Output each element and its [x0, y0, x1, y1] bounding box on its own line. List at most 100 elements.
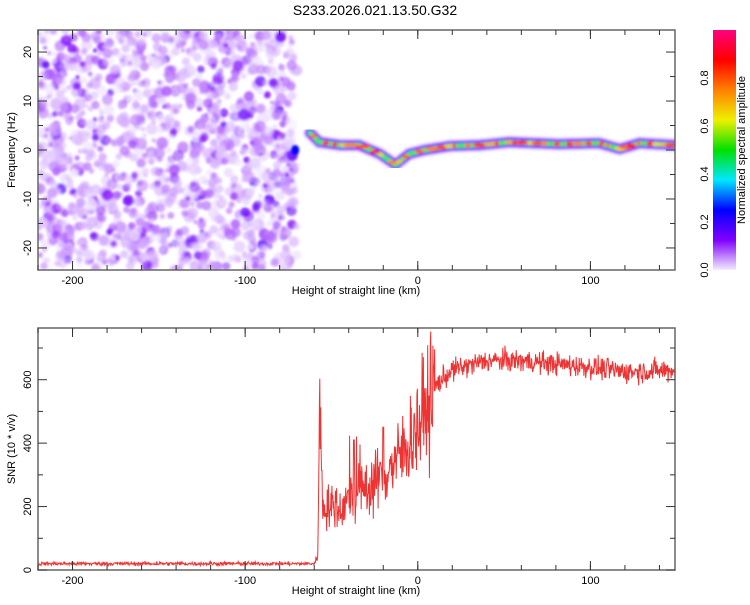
noise-blob: [102, 121, 111, 130]
noise-blob: [57, 111, 64, 117]
noise-blob: [286, 119, 298, 131]
noise-blob: [142, 167, 150, 175]
noise-blob: [269, 150, 278, 159]
noise-blob: [80, 119, 86, 126]
noise-blob: [230, 73, 240, 83]
noise-blob: [192, 52, 202, 62]
noise-blob: [279, 156, 285, 161]
noise-blob: [113, 210, 122, 219]
noise-blob: [288, 35, 294, 41]
noise-blob: [38, 132, 43, 138]
noise-blob: [207, 264, 212, 269]
noise-blob: [287, 262, 293, 269]
noise-blob: [230, 149, 237, 157]
noise-blob: [168, 164, 180, 176]
noise-blob: [287, 41, 294, 48]
noise-blob: [255, 210, 266, 221]
noise-blob: [254, 143, 263, 152]
noise-blob: [209, 225, 218, 234]
noise-blob: [121, 44, 130, 53]
noise-blob: [111, 168, 116, 172]
noise-blob: [66, 85, 71, 90]
noise-blob: [286, 128, 295, 137]
noise-blob: [116, 114, 128, 126]
y-tick-label: 0: [22, 147, 34, 153]
noise-blob: [273, 100, 280, 108]
noise-blob: [98, 152, 107, 162]
noise-blob: [51, 111, 58, 118]
noise-blob: [273, 161, 282, 170]
noise-blob: [262, 80, 269, 87]
noise-blob: [142, 32, 147, 37]
noise-blob: [48, 150, 57, 159]
noise-blob: [134, 30, 141, 38]
noise-blob: [59, 103, 69, 113]
noise-blob: [67, 203, 79, 215]
noise-blob: [287, 91, 297, 101]
noise-blob: [55, 202, 62, 210]
noise-blob: [156, 137, 169, 149]
noise-blob: [218, 198, 228, 207]
noise-blob: [164, 116, 171, 123]
noise-blob: [215, 214, 224, 222]
ridge-peak: [424, 146, 441, 151]
noise-blob: [39, 159, 50, 170]
noise-blob: [198, 134, 207, 143]
noise-blob: [92, 117, 98, 122]
x-tick-label: -200: [62, 275, 84, 287]
x-tick-label: -200: [62, 575, 84, 587]
noise-blob: [151, 138, 157, 143]
noise-blob: [257, 88, 264, 95]
noise-blob: [191, 45, 198, 51]
noise-blob: [243, 156, 251, 164]
noise-blob: [180, 48, 185, 53]
noise-blob: [196, 201, 204, 209]
noise-blob: [265, 221, 272, 228]
noise-blob: [218, 134, 230, 146]
noise-blob: [193, 97, 204, 108]
noise-blob: [225, 46, 232, 52]
y-tick-label: 200: [22, 497, 34, 515]
noise-blob: [265, 65, 278, 78]
noise-blob: [109, 64, 122, 77]
noise-blob: [77, 148, 83, 154]
noise-blob: [127, 222, 136, 231]
noise-blob: [263, 200, 276, 213]
noise-blob: [290, 179, 295, 184]
noise-blob: [211, 241, 222, 252]
noise-blob: [41, 60, 50, 69]
noise-blob: [97, 49, 103, 56]
noise-blob: [76, 261, 84, 269]
noise-blob: [198, 39, 209, 50]
noise-blob: [38, 70, 49, 82]
noise-blob: [265, 49, 275, 59]
noise-blob: [253, 200, 263, 209]
noise-blob: [218, 194, 224, 200]
noise-blob: [242, 170, 255, 183]
noise-blob: [70, 168, 79, 178]
noise-blob: [228, 201, 235, 208]
noise-blob: [165, 147, 172, 153]
noise-blob: [38, 232, 44, 241]
noise-blob: [285, 48, 295, 58]
noise-blob: [293, 223, 301, 230]
noise-blob: [163, 72, 168, 78]
noise-blob: [207, 81, 216, 90]
noise-blob: [83, 249, 95, 261]
noise-blob: [144, 214, 149, 219]
noise-blob: [97, 116, 105, 124]
noise-blob: [65, 117, 74, 126]
noise-blob: [202, 180, 208, 185]
noise-blob: [60, 158, 70, 168]
noise-blob: [40, 262, 48, 270]
noise-blob: [245, 187, 255, 197]
noise-blob: [182, 165, 190, 173]
ridge-peak: [553, 142, 561, 146]
noise-blob: [253, 65, 260, 73]
noise-blob: [212, 112, 219, 119]
noise-blob: [210, 62, 217, 70]
x-tick-label: -100: [234, 575, 256, 587]
noise-blob: [184, 92, 197, 105]
noise-blob: [50, 97, 63, 110]
noise-blob: [97, 145, 104, 152]
